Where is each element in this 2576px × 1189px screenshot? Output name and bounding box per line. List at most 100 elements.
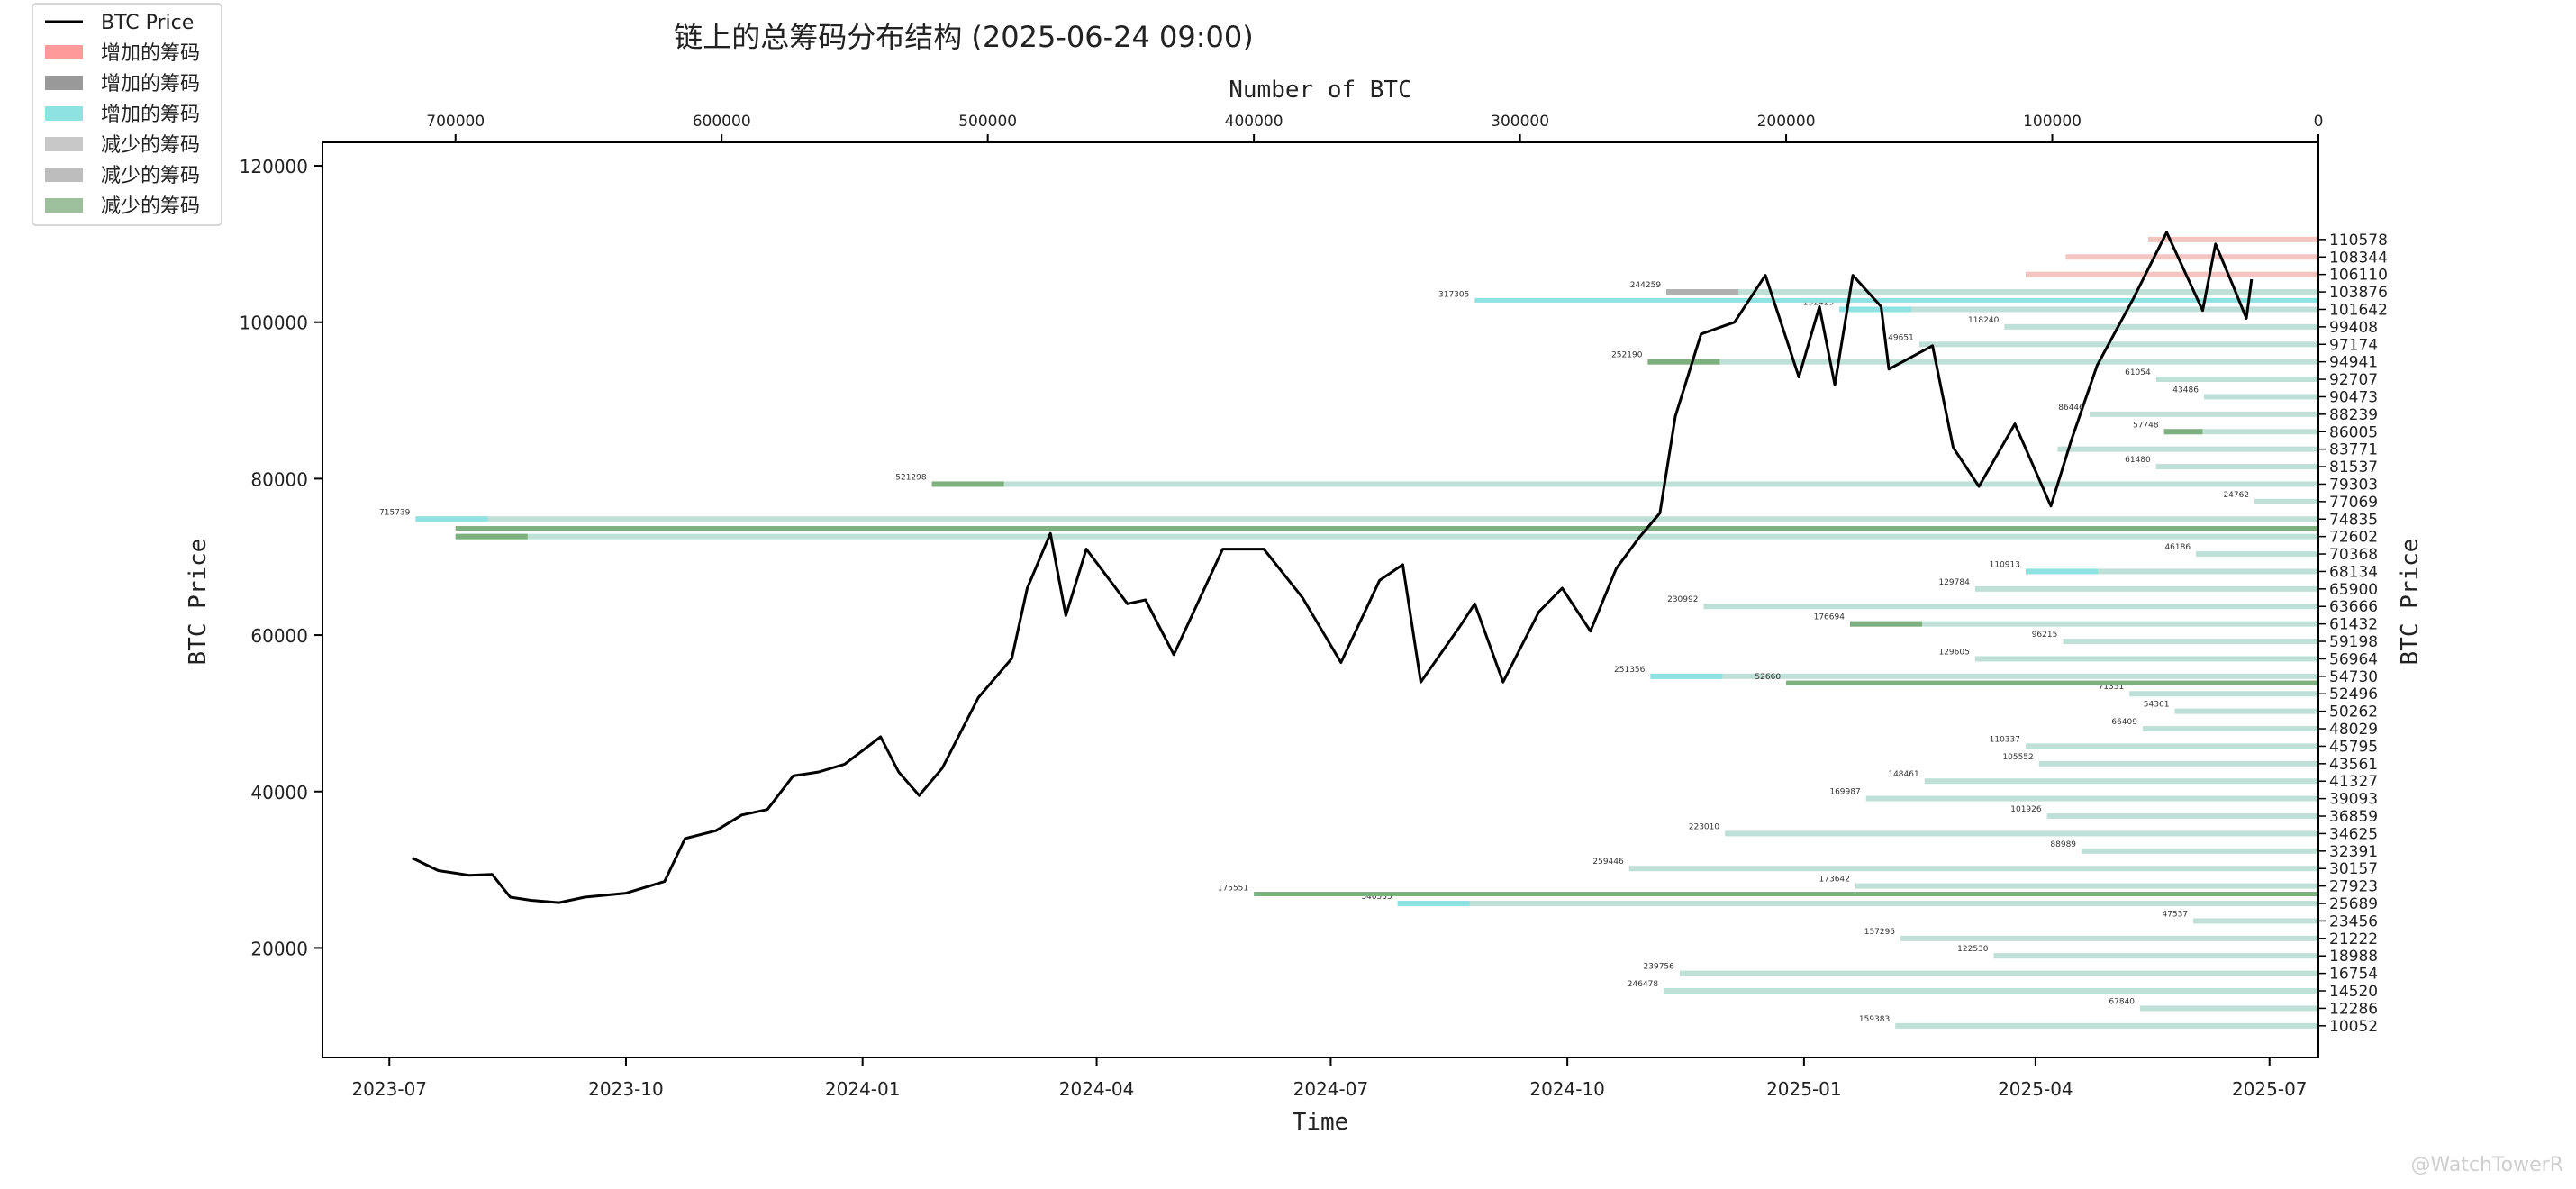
x-tick-label: 2025-07 xyxy=(2232,1078,2308,1100)
distribution-bar xyxy=(1647,359,2318,365)
x-tick-label: 2024-07 xyxy=(1293,1078,1369,1100)
bar-value-label: 246478 xyxy=(1628,980,1659,989)
right-y-tick-label: 45795 xyxy=(2329,738,2378,756)
distribution-extra-bar xyxy=(1474,297,2318,303)
legend-label: 增加的筹码 xyxy=(101,42,200,65)
bar-value-label: 230992 xyxy=(1667,595,1698,604)
right-y-tick-label: 36859 xyxy=(2329,808,2378,826)
legend-patch-swatch xyxy=(45,76,83,90)
distribution-bar xyxy=(2174,708,2318,714)
legend-patch-swatch xyxy=(45,198,83,213)
distribution-bar xyxy=(2025,568,2318,575)
bar-value-label: 252190 xyxy=(1611,351,1643,360)
bar-value-label: 47537 xyxy=(2162,910,2188,919)
bar-value-label: 61480 xyxy=(2125,456,2151,465)
distribution-bar xyxy=(1993,953,2318,959)
x-tick-label: 2023-07 xyxy=(351,1078,427,1100)
bar-value-label: 715739 xyxy=(379,508,411,517)
y-axis-label: BTC Price xyxy=(185,539,212,666)
distribution-bar xyxy=(1974,585,2318,592)
right-y-tick-label: 72602 xyxy=(2329,529,2378,547)
distribution-bar-segment xyxy=(1397,901,1470,907)
distribution-bar xyxy=(2155,464,2318,470)
top-x-tick-label: 200000 xyxy=(1757,113,1816,131)
right-y-tick-label: 52496 xyxy=(2329,685,2378,703)
right-y-tick-label: 81537 xyxy=(2329,458,2378,477)
distribution-bar xyxy=(2004,323,2318,330)
right-y-tick-label: 61432 xyxy=(2329,616,2378,634)
right-y-tick-label: 25689 xyxy=(2329,895,2378,913)
right-y-tick-label: 90473 xyxy=(2329,388,2378,406)
distribution-bar xyxy=(1849,621,2318,627)
distribution-extra-bar xyxy=(1254,892,2318,897)
distribution-bar xyxy=(1918,341,2318,348)
right-y-tick-label: 39093 xyxy=(2329,791,2378,809)
distribution-bar xyxy=(2089,411,2318,417)
distribution-bar xyxy=(1924,778,2318,785)
x-tick-label: 2023-10 xyxy=(588,1078,664,1100)
distribution-bar xyxy=(1628,866,2318,872)
bar-value-label: 259446 xyxy=(1592,858,1624,867)
plot-frame xyxy=(322,141,2319,1058)
legend-label: 减少的筹码 xyxy=(101,134,200,157)
distribution-bar xyxy=(2129,691,2318,697)
x-tick-label: 2025-04 xyxy=(1998,1078,2073,1100)
bar-value-label: 122530 xyxy=(1957,945,1989,954)
distribution-bar-segment xyxy=(415,516,488,522)
right-y-tick-label: 106110 xyxy=(2329,267,2388,285)
right-y-tick-label: 65900 xyxy=(2329,581,2378,599)
distribution-bar xyxy=(1666,289,2318,295)
right-y-tick-label: 14520 xyxy=(2329,983,2378,1001)
right-y-tick-label: 74835 xyxy=(2329,511,2378,529)
right-y-tick-label: 32391 xyxy=(2329,843,2378,861)
distribution-bar-segment xyxy=(2163,429,2203,435)
bar-value-label: 175551 xyxy=(1218,885,1248,894)
y-tick-label: 100000 xyxy=(240,313,308,334)
distribution-bar xyxy=(2142,726,2318,732)
legend-label: BTC Price xyxy=(101,12,194,34)
distribution-bar xyxy=(1865,795,2318,802)
distribution-extra-bar xyxy=(1786,680,2318,685)
distribution-bar xyxy=(2193,918,2318,924)
distribution-bar-segment xyxy=(455,533,528,540)
distribution-bar-segment xyxy=(1839,306,1912,313)
top-x-tick-label: 700000 xyxy=(426,113,485,131)
top-x-tick-label: 0 xyxy=(2314,113,2324,131)
right-y-tick-label: 12286 xyxy=(2329,1000,2378,1018)
bar-value-label: 110337 xyxy=(1990,735,2020,744)
distribution-bar xyxy=(1974,656,2318,662)
chart-title: 链上的总筹码分布结构 (2025-06-24 09:00) xyxy=(674,20,1254,54)
bar-value-label: 244259 xyxy=(1630,281,1662,290)
right-y-tick-label: 43561 xyxy=(2329,756,2378,774)
right-y-tick-label: 83771 xyxy=(2329,441,2378,459)
bar-value-label: 157295 xyxy=(1864,928,1895,937)
bar-value-label: 88989 xyxy=(2050,840,2076,849)
distribution-bar xyxy=(1839,306,2318,313)
bar-value-label: 101926 xyxy=(2010,805,2042,814)
right-y-axis-label: BTC Price xyxy=(2397,539,2424,666)
axes: 2023-07 2023-10 2024-01 2024-04 2024-07 2024-… xyxy=(240,113,2388,1100)
right-y-tick-label: 56964 xyxy=(2329,650,2378,668)
top-x-axis-label: Number of BTC xyxy=(1229,77,1412,104)
distribution-bar xyxy=(2025,271,2318,277)
bar-value-label: 86446 xyxy=(2058,404,2084,413)
right-y-tick-label: 34625 xyxy=(2329,825,2378,843)
distribution-bar-segment xyxy=(1849,621,1922,627)
right-y-tick-label: 110578 xyxy=(2329,231,2388,250)
distribution-bar xyxy=(931,481,2318,487)
bar-value-label: 71351 xyxy=(2099,683,2125,692)
top-x-tick-label: 600000 xyxy=(693,113,751,131)
bar-value-label: 43486 xyxy=(2172,386,2199,395)
right-y-tick-label: 30157 xyxy=(2329,860,2378,878)
bar-value-label: 118240 xyxy=(1968,316,2000,325)
right-y-tick-label: 94941 xyxy=(2329,354,2378,372)
distribution-bar xyxy=(1397,901,2318,907)
bar-value-label: 66409 xyxy=(2111,718,2137,727)
y-tick-label: 120000 xyxy=(240,156,308,177)
price-line-layer xyxy=(412,231,2254,904)
x-tick-label: 2024-10 xyxy=(1529,1078,1605,1100)
distribution-bar xyxy=(1725,830,2318,837)
right-y-tick-label: 92707 xyxy=(2329,371,2378,389)
